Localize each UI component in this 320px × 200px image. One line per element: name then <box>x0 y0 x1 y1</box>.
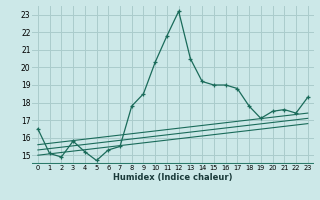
X-axis label: Humidex (Indice chaleur): Humidex (Indice chaleur) <box>113 173 233 182</box>
